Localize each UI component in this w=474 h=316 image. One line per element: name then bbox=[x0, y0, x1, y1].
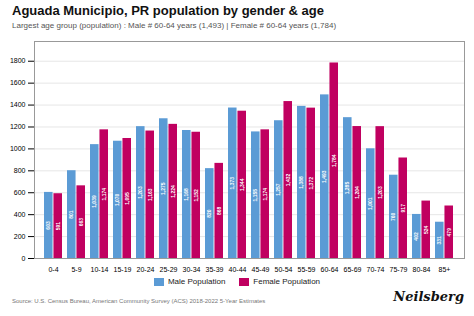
svg-text:868: 868 bbox=[216, 207, 222, 216]
svg-text:1200: 1200 bbox=[10, 123, 26, 130]
svg-text:402: 402 bbox=[413, 232, 419, 241]
svg-text:1,039: 1,039 bbox=[91, 195, 97, 208]
svg-text:1,070: 1,070 bbox=[114, 193, 120, 206]
svg-text:1,174: 1,174 bbox=[101, 188, 107, 201]
svg-text:1,155: 1,155 bbox=[252, 189, 258, 202]
svg-text:65-69: 65-69 bbox=[344, 266, 362, 273]
svg-text:1,344: 1,344 bbox=[239, 178, 245, 191]
svg-text:1,275: 1,275 bbox=[160, 182, 166, 195]
svg-text:1,493: 1,493 bbox=[321, 170, 327, 183]
svg-text:45-49: 45-49 bbox=[252, 266, 270, 273]
svg-text:1400: 1400 bbox=[10, 101, 26, 108]
svg-text:1,784: 1,784 bbox=[331, 154, 337, 167]
svg-text:1,095: 1,095 bbox=[124, 192, 130, 205]
svg-text:1,203: 1,203 bbox=[137, 186, 143, 199]
svg-text:524: 524 bbox=[423, 225, 429, 234]
svg-text:1,152: 1,152 bbox=[193, 189, 199, 202]
html-text:Aguada Municipio, PR populatio: Aguada Municipio, PR population by gende… bbox=[12, 3, 324, 18]
html-text:Male Population: Male Population bbox=[168, 277, 226, 286]
svg-text:40-44: 40-44 bbox=[229, 266, 247, 273]
svg-text:75-79: 75-79 bbox=[390, 266, 408, 273]
svg-text:479: 479 bbox=[446, 228, 452, 237]
svg-text:600: 600 bbox=[14, 189, 26, 196]
svg-text:1,432: 1,432 bbox=[285, 174, 291, 187]
svg-text:1,001: 1,001 bbox=[367, 197, 373, 210]
svg-text:25-29: 25-29 bbox=[160, 266, 178, 273]
html-text:Female Population: Female Population bbox=[253, 277, 320, 286]
html-text:Source: U.S. Census Bureau, Am: Source: U.S. Census Bureau, American Com… bbox=[12, 298, 266, 304]
svg-text:603: 603 bbox=[45, 221, 51, 230]
svg-text:1600: 1600 bbox=[10, 79, 26, 86]
svg-text:1,204: 1,204 bbox=[354, 186, 360, 199]
svg-text:1,257: 1,257 bbox=[275, 183, 281, 196]
svg-text:1,163: 1,163 bbox=[147, 188, 153, 201]
svg-text:820: 820 bbox=[206, 209, 212, 218]
svg-text:15-19: 15-19 bbox=[114, 266, 132, 273]
svg-text:1,224: 1,224 bbox=[170, 185, 176, 198]
svg-text:80-84: 80-84 bbox=[413, 266, 431, 273]
svg-text:55-59: 55-59 bbox=[298, 266, 316, 273]
svg-text:591: 591 bbox=[55, 222, 61, 231]
svg-text:1,285: 1,285 bbox=[344, 182, 350, 195]
svg-text:760: 760 bbox=[390, 212, 396, 221]
svg-text:663: 663 bbox=[78, 218, 84, 227]
svg-text:50-54: 50-54 bbox=[275, 266, 293, 273]
html-text:Largest age group (population): Largest age group (population) : Male # … bbox=[12, 21, 336, 30]
svg-text:5-9: 5-9 bbox=[71, 266, 81, 273]
svg-text:0-4: 0-4 bbox=[48, 266, 58, 273]
svg-text:1,168: 1,168 bbox=[183, 188, 189, 201]
svg-text:331: 331 bbox=[436, 236, 442, 245]
svg-text:1800: 1800 bbox=[10, 57, 26, 64]
svg-text:70-74: 70-74 bbox=[367, 266, 385, 273]
svg-text:400: 400 bbox=[14, 211, 26, 218]
svg-text:85+: 85+ bbox=[439, 266, 451, 273]
svg-text:0: 0 bbox=[22, 255, 26, 262]
svg-text:917: 917 bbox=[400, 204, 406, 213]
svg-text:801: 801 bbox=[68, 210, 74, 219]
svg-text:20-24: 20-24 bbox=[137, 266, 155, 273]
svg-text:1,388: 1,388 bbox=[298, 176, 304, 189]
html-text:Neilsberg: Neilsberg bbox=[393, 289, 464, 304]
svg-text:1,373: 1,373 bbox=[229, 177, 235, 190]
svg-text:1000: 1000 bbox=[10, 145, 26, 152]
svg-text:200: 200 bbox=[14, 233, 26, 240]
svg-text:1,174: 1,174 bbox=[262, 188, 268, 201]
svg-text:10-14: 10-14 bbox=[91, 266, 109, 273]
svg-text:1,203: 1,203 bbox=[377, 186, 383, 199]
svg-text:60-64: 60-64 bbox=[321, 266, 339, 273]
svg-text:800: 800 bbox=[14, 167, 26, 174]
svg-text:1,372: 1,372 bbox=[308, 177, 314, 190]
svg-text:30-34: 30-34 bbox=[183, 266, 201, 273]
svg-text:35-39: 35-39 bbox=[206, 266, 224, 273]
